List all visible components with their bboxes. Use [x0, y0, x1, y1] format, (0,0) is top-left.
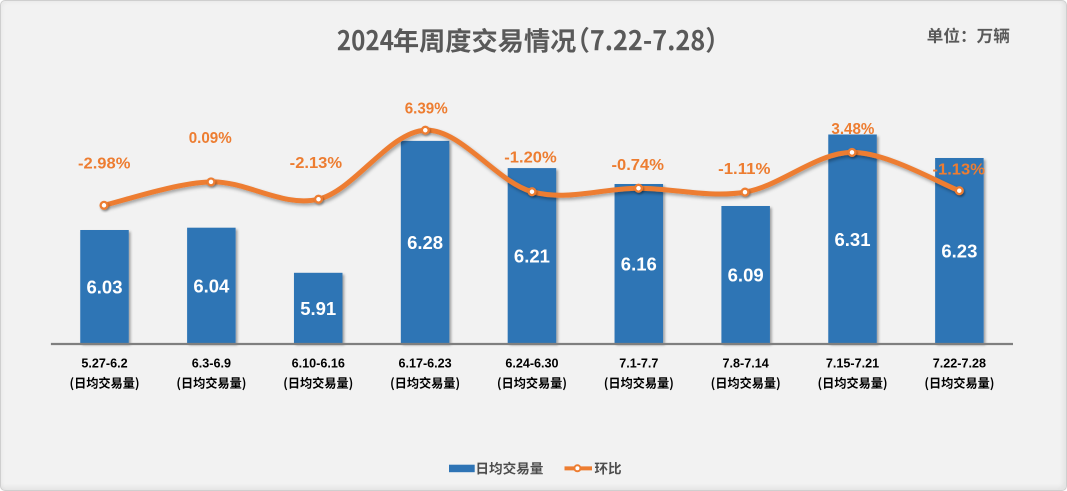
svg-text:7.15-7.21: 7.15-7.21 [826, 356, 879, 370]
svg-text:6.39%: 6.39% [405, 100, 448, 117]
svg-text:6.23: 6.23 [941, 241, 977, 262]
svg-text:5.91: 5.91 [300, 298, 336, 319]
svg-text:6.09: 6.09 [728, 265, 764, 286]
svg-text:6.17-6.23: 6.17-6.23 [398, 356, 451, 370]
svg-text:3.48%: 3.48% [831, 121, 874, 138]
svg-text:6.28: 6.28 [407, 232, 443, 253]
svg-text:6.04: 6.04 [193, 275, 230, 296]
svg-text:6.24-6.30: 6.24-6.30 [505, 356, 558, 370]
svg-text:6.31: 6.31 [835, 229, 871, 250]
svg-text:-2.98%: -2.98% [78, 156, 130, 173]
svg-text:-0.74%: -0.74% [612, 157, 664, 174]
svg-text:6.10-6.16: 6.10-6.16 [292, 356, 345, 370]
svg-text:6.16: 6.16 [621, 254, 657, 275]
svg-text:-1.20%: -1.20% [504, 150, 556, 167]
svg-text:7.1-7.7: 7.1-7.7 [619, 356, 658, 370]
svg-text:5.27-6.2: 5.27-6.2 [81, 356, 127, 370]
svg-text:6.3-6.9: 6.3-6.9 [192, 356, 231, 370]
svg-text:7.22-7.28: 7.22-7.28 [933, 356, 986, 370]
svg-text:-1.11%: -1.11% [718, 161, 770, 178]
svg-text:6.21: 6.21 [514, 246, 550, 267]
svg-text:0.09%: 0.09% [189, 130, 232, 147]
svg-text:7.8-7.14: 7.8-7.14 [723, 356, 769, 370]
svg-text:6.03: 6.03 [86, 277, 122, 298]
svg-text:-2.13%: -2.13% [290, 155, 342, 172]
svg-text:-1.13%: -1.13% [933, 162, 985, 179]
